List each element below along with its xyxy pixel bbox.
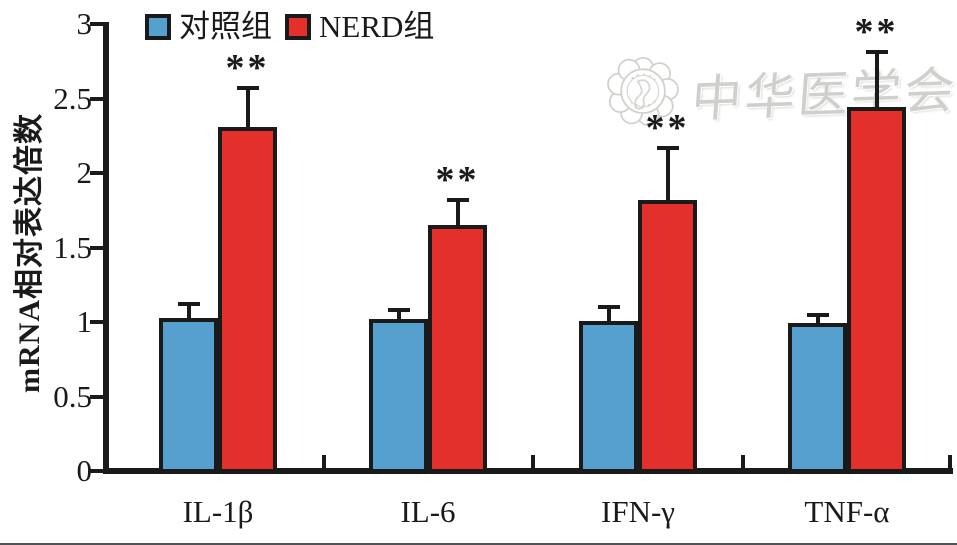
legend-item-control: 对照组: [145, 10, 272, 44]
legend-label-nerd: NERD组: [319, 9, 435, 44]
x-axis-boundary-tick: [741, 455, 745, 468]
y-tick-label: 1.5: [53, 229, 92, 265]
x-axis-boundary-tick: [322, 455, 326, 468]
legend-label-control: 对照组: [179, 9, 272, 44]
red-square-swatch: [285, 14, 311, 40]
control-bar: [159, 317, 218, 473]
y-tick-label: 2.5: [53, 80, 92, 116]
legend-item-nerd: NERD组: [285, 10, 434, 44]
error-bar-line: [815, 314, 820, 324]
control-bar: [369, 319, 428, 473]
bottom-border-line: [0, 543, 957, 545]
x-axis-boundary-tick: [948, 455, 952, 468]
control-bar: [579, 320, 638, 473]
y-tick-label: 3: [76, 6, 93, 41]
y-axis: [103, 22, 109, 474]
nerd-bar: [638, 199, 697, 473]
error-bar-cap: [806, 312, 829, 317]
x-axis-boundary-tick: [531, 455, 535, 468]
control-bar: [788, 323, 847, 473]
error-bar-cap: [865, 50, 888, 55]
y-tick: [90, 320, 103, 324]
y-tick-label: 0.5: [53, 378, 92, 414]
y-tick-label: 0: [76, 453, 93, 488]
x-axis: [103, 468, 953, 474]
error-bar-line: [455, 199, 460, 226]
category-label: IL-1β: [182, 494, 254, 529]
significance-marker: **: [435, 158, 480, 201]
y-tick-label: 2: [76, 155, 93, 190]
y-tick-label: 1: [76, 304, 93, 339]
significance-marker: **: [645, 106, 690, 149]
y-tick: [90, 469, 103, 473]
blue-square-swatch: [145, 14, 171, 40]
error-bar-line: [665, 147, 670, 200]
error-bar-line: [396, 310, 401, 320]
error-bar-cap: [656, 145, 679, 150]
significance-marker: **: [854, 11, 899, 54]
category-label: IFN-γ: [601, 494, 675, 529]
error-bar-cap: [236, 86, 259, 91]
error-bar-line: [245, 88, 250, 127]
category-label: TNF-α: [804, 494, 890, 529]
y-tick: [90, 96, 103, 101]
nerd-bar: [847, 107, 906, 473]
error-bar-cap: [446, 197, 469, 202]
legend: 对照组 NERD组: [145, 10, 434, 44]
error-bar-cap: [597, 305, 620, 310]
error-bar-line: [874, 52, 879, 108]
significance-marker: **: [225, 47, 270, 90]
error-bar-line: [186, 304, 191, 318]
error-bar-cap: [177, 302, 200, 307]
error-bar-cap: [387, 308, 410, 313]
error-bar-line: [606, 307, 611, 321]
nerd-bar: [218, 126, 277, 473]
category-label: IL-6: [400, 494, 456, 529]
y-tick: [90, 171, 103, 175]
nerd-bar: [428, 225, 487, 473]
y-tick: [90, 22, 103, 26]
y-tick: [90, 394, 103, 399]
chinese-medical-association-seal-icon: [607, 57, 679, 127]
y-tick: [90, 245, 103, 250]
